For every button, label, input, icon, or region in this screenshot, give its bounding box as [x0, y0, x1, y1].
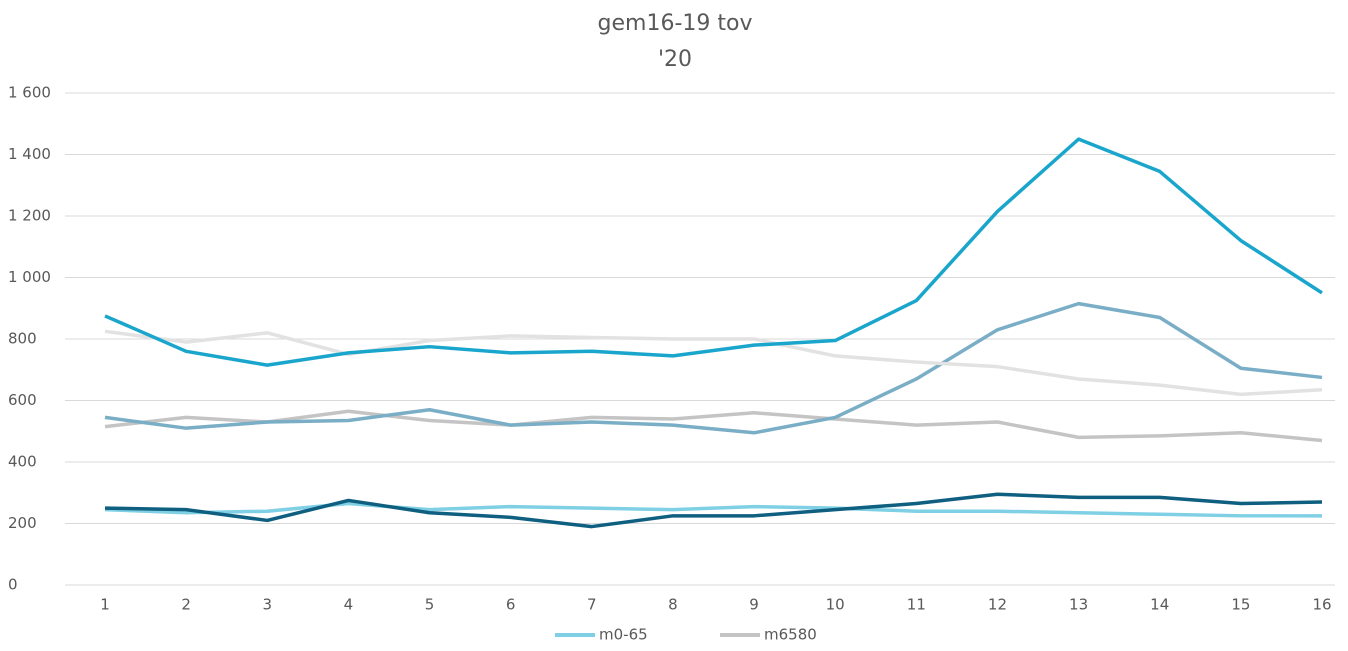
chart-title: gem16-19 tov: [598, 11, 753, 36]
series-line: [104, 501, 1322, 518]
x-tick-label: 7: [587, 596, 597, 614]
x-tick-label: 12: [988, 596, 1007, 614]
legend-label: m6580: [764, 626, 817, 644]
x-tick-label: 1: [100, 596, 110, 614]
x-tick-label: 9: [749, 596, 759, 614]
x-tick-label: 8: [668, 596, 678, 614]
series-line: [104, 409, 1323, 443]
series-line: [104, 301, 1323, 435]
y-tick-label: 1 400: [8, 145, 51, 163]
y-tick-label: 1 200: [8, 207, 51, 225]
x-tick-label: 13: [1069, 596, 1088, 614]
y-tick-label: 200: [8, 514, 37, 532]
legend-label: m0-65: [599, 626, 648, 644]
x-tick-label: 10: [826, 596, 845, 614]
y-tick-label: 1 000: [8, 268, 51, 286]
y-tick-label: 1 600: [8, 84, 51, 102]
series-line: [104, 492, 1323, 529]
y-tick-label: 0: [8, 576, 18, 594]
x-tick-label: 3: [262, 596, 272, 614]
x-tick-label: 2: [181, 596, 191, 614]
x-tick-label: 16: [1312, 596, 1331, 614]
y-tick-label: 800: [8, 330, 37, 348]
x-tick-label: 4: [344, 596, 354, 614]
x-tick-label: 11: [907, 596, 926, 614]
series-line: [104, 329, 1323, 397]
y-tick-label: 400: [8, 453, 37, 471]
series-line: [104, 137, 1323, 367]
y-tick-label: 600: [8, 391, 37, 409]
chart-subtitle: '20: [658, 47, 692, 72]
x-tick-label: 6: [506, 596, 516, 614]
x-tick-label: 15: [1231, 596, 1250, 614]
x-tick-label: 5: [425, 596, 435, 614]
x-tick-label: 14: [1150, 596, 1169, 614]
